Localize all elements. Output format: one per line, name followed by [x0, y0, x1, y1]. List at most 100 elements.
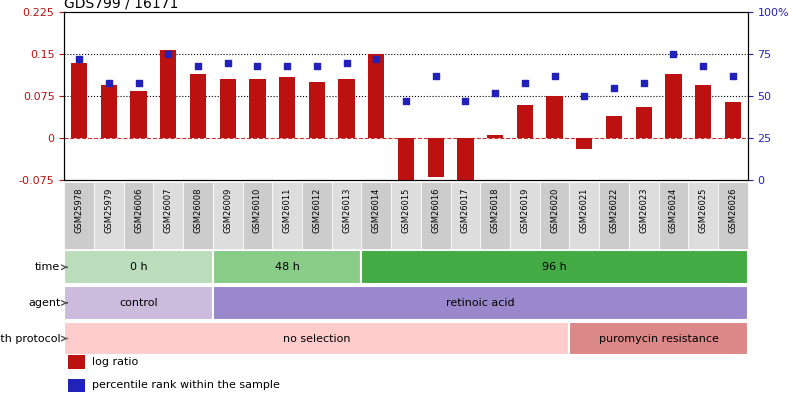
Point: [191, 63, 204, 69]
Bar: [724, 102, 740, 138]
Bar: [569, 322, 747, 355]
Bar: [64, 322, 569, 355]
Text: GSM26015: GSM26015: [401, 188, 410, 233]
Bar: [694, 85, 711, 138]
Text: GSM26014: GSM26014: [371, 188, 381, 233]
Bar: [509, 182, 539, 249]
Bar: [391, 182, 420, 249]
Point: [488, 90, 501, 96]
Point: [399, 98, 412, 104]
Text: GSM26011: GSM26011: [283, 188, 291, 233]
Bar: [361, 182, 391, 249]
Point: [132, 79, 145, 86]
Bar: [124, 182, 153, 249]
Text: GSM26013: GSM26013: [341, 188, 351, 233]
Bar: [717, 182, 747, 249]
Bar: [219, 79, 235, 138]
Text: control: control: [119, 298, 157, 308]
Point: [459, 98, 471, 104]
Text: puromycin resistance: puromycin resistance: [598, 334, 718, 343]
Bar: [67, 379, 85, 392]
Point: [548, 73, 560, 79]
Bar: [687, 182, 717, 249]
Bar: [450, 182, 479, 249]
Bar: [634, 107, 651, 138]
Point: [607, 85, 620, 91]
Text: GSM26012: GSM26012: [312, 188, 321, 233]
Text: time: time: [35, 262, 60, 272]
Text: GSM26018: GSM26018: [490, 188, 499, 233]
Bar: [308, 82, 324, 138]
Bar: [100, 85, 117, 138]
Text: GSM26016: GSM26016: [430, 188, 440, 233]
Text: GDS799 / 16171: GDS799 / 16171: [64, 0, 178, 11]
Bar: [332, 182, 361, 249]
Bar: [71, 62, 88, 138]
Text: GSM26021: GSM26021: [579, 188, 588, 233]
Text: 48 h: 48 h: [275, 262, 300, 272]
Text: agent: agent: [28, 298, 60, 308]
Bar: [64, 182, 94, 249]
Text: GSM26024: GSM26024: [668, 188, 677, 233]
Point: [340, 59, 353, 66]
Text: GSM26023: GSM26023: [638, 188, 647, 233]
Bar: [64, 250, 213, 284]
Text: GSM26022: GSM26022: [609, 188, 618, 233]
Bar: [457, 138, 473, 186]
Text: GSM26025: GSM26025: [698, 188, 707, 233]
Text: no selection: no selection: [283, 334, 350, 343]
Bar: [427, 138, 443, 177]
Bar: [361, 250, 747, 284]
Text: 0 h: 0 h: [129, 262, 147, 272]
Bar: [539, 182, 569, 249]
Point: [696, 63, 709, 69]
Bar: [338, 79, 354, 138]
Text: GSM25979: GSM25979: [104, 188, 113, 233]
Bar: [302, 182, 332, 249]
Point: [310, 63, 323, 69]
Bar: [190, 74, 206, 138]
Point: [518, 79, 531, 86]
Bar: [279, 77, 295, 138]
Text: GSM26006: GSM26006: [134, 188, 143, 233]
Text: 96 h: 96 h: [541, 262, 566, 272]
Bar: [628, 182, 658, 249]
Bar: [272, 182, 302, 249]
Bar: [664, 74, 681, 138]
Text: GSM26009: GSM26009: [223, 188, 232, 233]
Bar: [153, 182, 183, 249]
Point: [102, 79, 115, 86]
Text: percentile rank within the sample: percentile rank within the sample: [92, 380, 279, 390]
Point: [280, 63, 293, 69]
Bar: [213, 286, 747, 320]
Point: [577, 93, 590, 100]
Bar: [569, 182, 598, 249]
Bar: [420, 182, 450, 249]
Bar: [243, 182, 272, 249]
Text: GSM26019: GSM26019: [520, 188, 528, 233]
Bar: [67, 355, 85, 369]
Text: log ratio: log ratio: [92, 357, 138, 367]
Text: GSM26010: GSM26010: [253, 188, 262, 233]
Bar: [64, 286, 213, 320]
Bar: [598, 182, 628, 249]
Bar: [479, 182, 509, 249]
Point: [369, 56, 382, 62]
Point: [251, 63, 263, 69]
Bar: [213, 250, 361, 284]
Point: [637, 79, 650, 86]
Bar: [487, 135, 503, 138]
Text: GSM26017: GSM26017: [460, 188, 470, 233]
Bar: [516, 104, 532, 138]
Bar: [130, 91, 147, 138]
Bar: [249, 79, 265, 138]
Bar: [658, 182, 687, 249]
Text: GSM26020: GSM26020: [549, 188, 558, 233]
Bar: [183, 182, 213, 249]
Bar: [160, 50, 177, 138]
Point: [726, 73, 739, 79]
Text: GSM26008: GSM26008: [194, 188, 202, 233]
Bar: [397, 138, 414, 197]
Bar: [94, 182, 124, 249]
Bar: [605, 116, 622, 138]
